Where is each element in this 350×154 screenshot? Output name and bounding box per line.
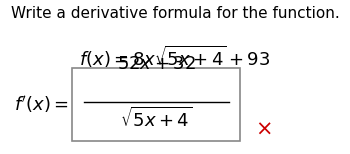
Text: $52x + 32$: $52x + 32$: [117, 55, 196, 73]
FancyBboxPatch shape: [72, 68, 240, 140]
Text: $f'(x) =$: $f'(x) =$: [14, 94, 69, 115]
Text: Write a derivative formula for the function.: Write a derivative formula for the funct…: [10, 6, 340, 21]
Text: $\sqrt{5x+4}$: $\sqrt{5x+4}$: [120, 106, 192, 131]
Text: $\times$: $\times$: [255, 119, 271, 139]
Text: $f(x) = 8x\sqrt{5x + 4} + 93$: $f(x) = 8x\sqrt{5x + 4} + 93$: [79, 44, 271, 70]
